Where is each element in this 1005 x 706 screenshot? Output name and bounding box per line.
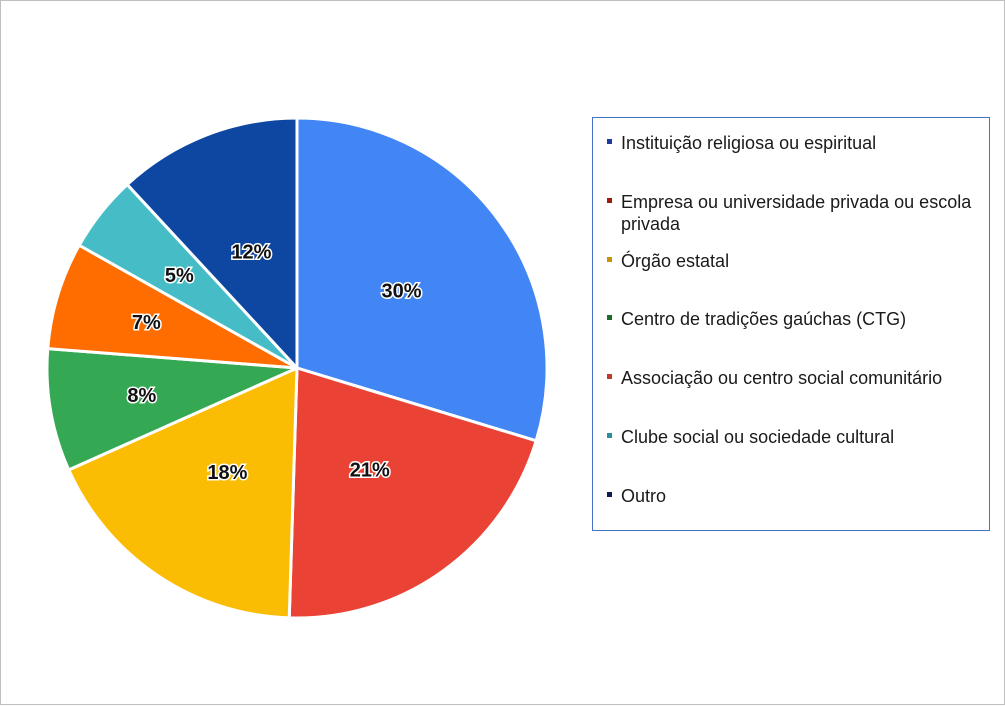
pie-slice bbox=[287, 366, 538, 620]
pie-slice bbox=[125, 116, 299, 370]
legend-label: Associação ou centro social comunitário bbox=[621, 368, 943, 388]
pie-slice bbox=[46, 243, 299, 370]
legend-marker bbox=[607, 433, 612, 438]
slice-data-label: 18% bbox=[207, 462, 247, 484]
slice-data-label: 5% bbox=[165, 265, 194, 287]
legend-marker bbox=[607, 374, 612, 379]
legend-label: Centro de tradições gaúchas (CTG) bbox=[621, 309, 907, 329]
legend-marker bbox=[607, 257, 612, 262]
slice-data-label: 7% bbox=[132, 312, 161, 334]
legend-marker bbox=[607, 139, 612, 144]
legend-marker bbox=[607, 492, 612, 497]
legend-marker bbox=[607, 198, 612, 203]
legend-label: Instituição religiosa ou espiritual bbox=[621, 133, 877, 153]
slice-data-label: 8% bbox=[127, 385, 156, 407]
pie-slice bbox=[67, 366, 299, 620]
legend-marker bbox=[607, 315, 612, 320]
legend-label: Outro bbox=[621, 486, 667, 506]
legend-label: Clube social ou sociedade cultural bbox=[621, 427, 895, 447]
legend-label: Empresa ou universidade privada ou escol… bbox=[621, 192, 972, 234]
pie-slice bbox=[45, 347, 299, 472]
slice-data-label: 30% bbox=[381, 281, 421, 303]
pie-slice bbox=[295, 116, 549, 443]
legend: Instituição religiosa ou espiritual Empr… bbox=[592, 117, 990, 531]
legend-label: Órgão estatal bbox=[621, 251, 730, 271]
slice-data-label: 21% bbox=[350, 460, 390, 482]
slice-data-label: 12% bbox=[231, 242, 271, 264]
